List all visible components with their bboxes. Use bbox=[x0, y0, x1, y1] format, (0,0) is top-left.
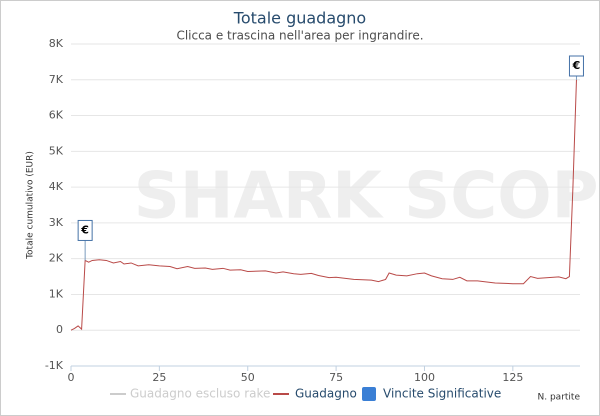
chart-subtitle: Clicca e trascina nell'area per ingrandi… bbox=[176, 29, 423, 43]
y-tick-label: -1K bbox=[45, 359, 64, 372]
series-line bbox=[70, 79, 577, 331]
y-tick-label: 5K bbox=[49, 144, 64, 157]
flag-label: € bbox=[572, 59, 581, 72]
legend-label: Guadagno bbox=[295, 387, 357, 401]
y-tick-label: 6K bbox=[49, 109, 64, 122]
x-tick-label: 100 bbox=[414, 371, 435, 384]
chart-title: Totale guadagno bbox=[233, 9, 366, 28]
y-tick-label: 2K bbox=[49, 252, 64, 265]
watermark: SHARK SCOPE bbox=[134, 160, 600, 234]
flag-label: € bbox=[80, 223, 89, 236]
y-tick-label: 3K bbox=[49, 216, 64, 229]
y-tick-label: 7K bbox=[49, 73, 64, 86]
x-tick-label: 0 bbox=[68, 371, 75, 384]
legend-symbol bbox=[362, 387, 376, 401]
x-tick-label: 50 bbox=[241, 371, 255, 384]
legend-label: Guadagno escluso rake bbox=[130, 387, 270, 401]
flag bbox=[568, 55, 584, 77]
x-tick-label: 25 bbox=[152, 371, 166, 384]
y-tick-label: 1K bbox=[49, 287, 64, 300]
flag bbox=[77, 219, 93, 241]
y-tick-label: 4K bbox=[49, 180, 64, 193]
legend-label: Vincite Significative bbox=[383, 387, 501, 401]
x-tick-label: 75 bbox=[329, 371, 343, 384]
x-tick-label: 125 bbox=[502, 371, 523, 384]
y-tick-label: 0 bbox=[56, 323, 63, 336]
y-tick-label: 8K bbox=[49, 37, 64, 50]
x-axis-title: N. partite bbox=[538, 393, 581, 403]
y-axis-title: Totale cumulativo (EUR) bbox=[26, 151, 36, 260]
